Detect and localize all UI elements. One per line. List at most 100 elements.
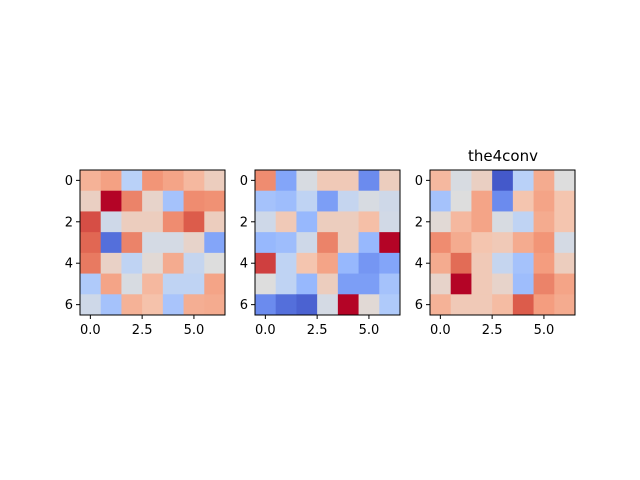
y-tick-label: 2 <box>65 215 73 230</box>
heatmap-cell <box>337 273 359 295</box>
heatmap-cell <box>379 294 401 316</box>
heatmap-cell <box>337 252 359 274</box>
subplot-3: the4conv 0.0 2.5 5.0 0 2 4 6 <box>415 147 576 338</box>
heatmap-cell <box>512 211 534 233</box>
heatmap-cell <box>471 190 493 212</box>
y-tick-label: 0 <box>240 174 248 189</box>
heatmap-cell <box>255 190 277 212</box>
heatmap-cell <box>317 211 339 233</box>
heatmap-cell <box>492 170 514 192</box>
heatmap-cell <box>296 232 318 254</box>
heatmap-cell <box>121 273 143 295</box>
subplot-2-y-ticks: 0 2 4 6 <box>240 174 255 313</box>
subplot-2: 0.0 2.5 5.0 0 2 4 6 <box>240 169 401 338</box>
heatmap-cell <box>379 232 401 254</box>
heatmap-cell <box>100 190 122 212</box>
x-tick-label: 2.5 <box>307 323 328 338</box>
heatmap-cell <box>142 252 164 274</box>
heatmap-cell <box>296 294 318 316</box>
heatmap-3-cells <box>430 170 576 316</box>
heatmap-cell <box>121 170 143 192</box>
heatmap-cell <box>255 232 277 254</box>
heatmap-cell <box>533 252 555 274</box>
heatmap-cell <box>142 211 164 233</box>
y-tick-label: 0 <box>65 174 73 189</box>
y-tick-label: 2 <box>415 215 423 230</box>
subplot-1-y-ticks: 0 2 4 6 <box>65 174 80 313</box>
heatmap-cell <box>533 190 555 212</box>
heatmap-cell <box>533 170 555 192</box>
heatmap-cell <box>430 190 452 212</box>
heatmap-cell <box>121 252 143 274</box>
heatmap-cell <box>492 190 514 212</box>
heatmap-cell <box>255 170 277 192</box>
heatmap-cell <box>450 190 472 212</box>
x-tick-label: 0.0 <box>80 323 101 338</box>
heatmap-cell <box>204 252 226 274</box>
heatmap-cell <box>450 294 472 316</box>
heatmap-cell <box>430 170 452 192</box>
heatmap-cell <box>183 273 205 295</box>
heatmap-cell <box>471 232 493 254</box>
subplot-1: 0.0 2.5 5.0 0 2 4 6 <box>65 169 226 338</box>
heatmap-cell <box>512 170 534 192</box>
heatmap-cell <box>121 211 143 233</box>
heatmap-cell <box>275 232 297 254</box>
heatmap-cell <box>162 170 184 192</box>
heatmap-cell <box>358 232 380 254</box>
x-tick-label: 5.0 <box>534 323 555 338</box>
heatmap-cell <box>430 294 452 316</box>
heatmap-cell <box>512 252 534 274</box>
heatmap-cell <box>554 232 576 254</box>
heatmap-cell <box>554 170 576 192</box>
heatmap-cell <box>183 294 205 316</box>
heatmap-cell <box>80 273 102 295</box>
heatmap-cell <box>379 273 401 295</box>
heatmap-cell <box>317 170 339 192</box>
heatmap-cell <box>512 232 534 254</box>
heatmap-cell <box>358 170 380 192</box>
y-tick-label: 0 <box>415 174 423 189</box>
heatmap-2-cells <box>255 170 401 316</box>
heatmap-cell <box>204 273 226 295</box>
y-tick-label: 4 <box>240 257 248 272</box>
heatmap-cell <box>430 211 452 233</box>
heatmap-cell <box>450 252 472 274</box>
heatmap-cell <box>80 232 102 254</box>
heatmap-cell <box>80 252 102 274</box>
heatmap-cell <box>142 170 164 192</box>
heatmap-cell <box>162 190 184 212</box>
heatmap-cell <box>450 232 472 254</box>
heatmap-cell <box>492 252 514 274</box>
heatmap-cell <box>121 232 143 254</box>
heatmap-cell <box>317 294 339 316</box>
heatmap-cell <box>142 294 164 316</box>
heatmap-cell <box>204 294 226 316</box>
heatmap-cell <box>379 170 401 192</box>
heatmap-cell <box>162 232 184 254</box>
heatmap-cell <box>492 273 514 295</box>
heatmap-cell <box>142 190 164 212</box>
heatmap-cell <box>296 170 318 192</box>
subplot-1-x-ticks: 0.0 2.5 5.0 <box>80 315 204 338</box>
heatmap-cell <box>337 294 359 316</box>
heatmap-cell <box>183 252 205 274</box>
heatmap-cell <box>358 252 380 274</box>
heatmap-cell <box>80 190 102 212</box>
heatmap-cell <box>183 232 205 254</box>
heatmap-cell <box>204 170 226 192</box>
subplot-1-frame <box>79 169 226 316</box>
heatmap-cell <box>100 170 122 192</box>
heatmap-cell <box>121 190 143 212</box>
heatmap-cell <box>430 273 452 295</box>
heatmap-cell <box>204 211 226 233</box>
heatmap-cell <box>450 170 472 192</box>
y-tick-label: 4 <box>415 257 423 272</box>
heatmap-cell <box>204 190 226 212</box>
heatmap-cell <box>337 170 359 192</box>
subplot-3-x-ticks: 0.0 2.5 5.0 <box>430 315 554 338</box>
heatmap-cell <box>379 211 401 233</box>
y-tick-label: 6 <box>240 298 248 313</box>
y-tick-label: 4 <box>65 257 73 272</box>
heatmap-cell <box>317 190 339 212</box>
